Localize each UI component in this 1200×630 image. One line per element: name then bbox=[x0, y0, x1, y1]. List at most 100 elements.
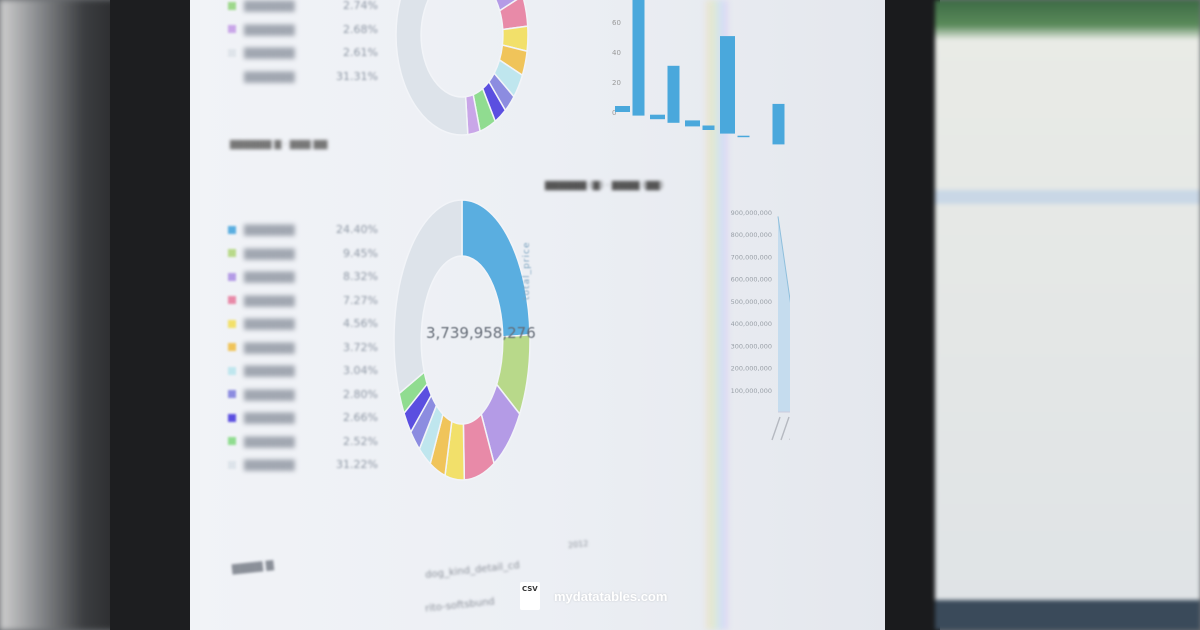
legend-swatch bbox=[228, 72, 236, 80]
y-tick-label: 300,000,000 bbox=[731, 342, 772, 350]
y-tick-label: 600,000,000 bbox=[731, 276, 772, 284]
second-monitor-screen bbox=[935, 0, 1200, 630]
top-donut-legend: ▇▇▇▇▇▇ 2.74% ▇▇▇▇▇▇ 2.68% ▇▇▇▇▇▇ 2.61% ▇▇▇▇▇▇ 3… bbox=[228, 0, 378, 88]
legend-label: ▇▇▇▇▇▇ bbox=[244, 223, 295, 237]
legend-item: ▇▇▇▇▇▇ 2.61% bbox=[228, 41, 378, 65]
donut-slice bbox=[393, 199, 463, 395]
legend-percent: 2.52% bbox=[343, 434, 378, 448]
y-tick-label: 500,000,000 bbox=[731, 298, 772, 306]
legend-item: ▇▇▇▇▇▇ 2.80% bbox=[228, 383, 378, 407]
bar bbox=[772, 103, 785, 145]
legend-label: ▇▇▇▇▇▇ bbox=[244, 46, 295, 60]
monitor-bezel bbox=[110, 0, 200, 630]
y-tick-label: 800,000,000 bbox=[731, 231, 772, 239]
legend-item: ▇▇▇▇▇▇ 31.31% bbox=[228, 65, 378, 89]
watermark-text: mydatatables.com bbox=[554, 588, 668, 604]
legend-percent: 31.31% bbox=[336, 69, 378, 83]
legend-swatch bbox=[228, 1, 236, 10]
legend-swatch bbox=[228, 460, 236, 469]
legend-percent: 31.22% bbox=[336, 458, 378, 472]
legend-swatch bbox=[228, 390, 236, 399]
y-tick-label: 400,000,000 bbox=[731, 320, 772, 328]
legend-item: ▇▇▇▇▇▇ 4.56% bbox=[228, 312, 378, 336]
legend-swatch bbox=[228, 437, 236, 446]
legend-label: ▇▇▇▇▇▇ bbox=[244, 293, 295, 307]
y-tick-label: 100,000,000 bbox=[731, 387, 772, 395]
y-tick-label: 20 bbox=[612, 79, 621, 87]
bar bbox=[650, 114, 665, 120]
legend-label: ▇▇▇▇▇▇ bbox=[244, 387, 295, 401]
legend-label: ▇▇▇▇▇▇ bbox=[244, 69, 295, 83]
bar bbox=[632, 0, 645, 116]
legend-percent: 4.56% bbox=[343, 317, 378, 331]
field-label: dog_kind_detail_cd bbox=[424, 560, 521, 581]
section-title: ▇▇▇▇▇▇ ▇ · ▇▇▇ ▇▇ bbox=[230, 140, 328, 150]
bar bbox=[667, 65, 680, 123]
legend-percent: 2.80% bbox=[343, 387, 378, 401]
legend-percent: 3.04% bbox=[343, 364, 378, 378]
bar bbox=[737, 135, 750, 138]
legend-item: ▇▇▇▇▇▇ 8.32% bbox=[228, 265, 378, 289]
y-tick-label: 900,000,000 bbox=[731, 209, 772, 217]
watermark: CSV mydatatables.com bbox=[520, 582, 667, 610]
legend-label: ▇▇▇▇▇▇ bbox=[244, 0, 295, 13]
legend-item: ▇▇▇▇▇▇ 2.52% bbox=[228, 430, 378, 454]
legend-item: ▇▇▇▇▇▇ 2.68% bbox=[228, 18, 378, 42]
legend-percent: 8.32% bbox=[343, 270, 378, 284]
top-donut-chart bbox=[395, 0, 529, 136]
bottom-label: ▇▇▇▇ ▇ bbox=[231, 559, 275, 576]
y-tick-label: 60 bbox=[612, 19, 621, 27]
y-tick-label: 200,000,000 bbox=[731, 365, 772, 373]
field-value: rito-softsbund bbox=[424, 596, 496, 615]
x-tick-label bbox=[780, 416, 790, 441]
legend-item: ▇▇▇▇▇▇ 24.40% bbox=[228, 218, 378, 242]
legend-percent: 2.74% bbox=[343, 0, 378, 13]
area-chart: 100,000,000 200,000,000 300,000,000 400,000… bbox=[731, 209, 790, 441]
main-donut-legend: ▇▇▇▇▇▇ 24.40% ▇▇▇▇▇▇ 9.45% ▇▇▇▇▇▇ 8.32% ▇▇▇▇▇▇… bbox=[228, 218, 378, 477]
legend-percent: 7.27% bbox=[343, 293, 378, 307]
donut-center-value: 3,739,958,276 bbox=[426, 324, 536, 342]
legend-percent: 3.72% bbox=[343, 340, 378, 354]
legend-swatch bbox=[228, 48, 236, 57]
legend-swatch bbox=[228, 249, 236, 258]
bar bbox=[702, 125, 715, 130]
bar bbox=[615, 106, 630, 112]
legend-item: ▇▇▇▇▇▇ 7.27% bbox=[228, 289, 378, 313]
legend-label: ▇▇▇▇▇▇ bbox=[244, 246, 295, 260]
legend-swatch bbox=[228, 296, 236, 305]
legend-percent: 2.66% bbox=[343, 411, 378, 425]
legend-item: ▇▇▇▇▇▇ 2.66% bbox=[228, 406, 378, 430]
legend-swatch bbox=[228, 343, 236, 352]
donut-slice bbox=[395, 0, 469, 136]
legend-label: ▇▇▇▇▇▇ bbox=[244, 458, 295, 472]
donut-slice bbox=[461, 199, 531, 338]
legend-item: ▇▇▇▇▇▇ 3.72% bbox=[228, 336, 378, 360]
legend-percent: 2.61% bbox=[343, 46, 378, 60]
y-tick-label: 0 bbox=[612, 109, 616, 117]
legend-label: ▇▇▇▇▇▇ bbox=[244, 317, 295, 331]
area-fill bbox=[778, 216, 790, 412]
legend-percent: 9.45% bbox=[343, 246, 378, 260]
csv-file-icon: CSV bbox=[520, 582, 540, 610]
legend-swatch bbox=[228, 25, 236, 34]
legend-swatch bbox=[228, 225, 236, 234]
background-blur bbox=[0, 0, 120, 630]
legend-label: ▇▇▇▇▇▇ bbox=[244, 22, 295, 36]
bar bbox=[720, 36, 735, 134]
monitor-bezel-right bbox=[885, 0, 940, 630]
monitor-screen: ▇▇▇▇▇▇ 2.74% ▇▇▇▇▇▇ 2.68% ▇▇▇▇▇▇ 2.61% ▇▇▇▇▇▇ 3… bbox=[190, 0, 890, 630]
screen-glare bbox=[706, 0, 728, 630]
y-tick-label: 700,000,000 bbox=[731, 253, 772, 261]
bar-chart: 0 20 40 60 bbox=[612, 0, 785, 145]
year-label: 2012 bbox=[567, 538, 589, 551]
main-donut-chart bbox=[393, 199, 531, 481]
legend-label: ▇▇▇▇▇▇ bbox=[244, 270, 295, 284]
legend-swatch bbox=[228, 366, 236, 375]
legend-label: ▇▇▇▇▇▇ bbox=[244, 340, 295, 354]
bar bbox=[685, 120, 700, 127]
line-chart-title: ▇▇▇▇▇▇ (▇) · ▇▇▇▇ (▇▇) bbox=[545, 181, 664, 191]
y-tick-label: 40 bbox=[612, 49, 621, 57]
legend-item: ▇▇▇▇▇▇ 9.45% bbox=[228, 242, 378, 266]
legend-label: ▇▇▇▇▇▇ bbox=[244, 434, 295, 448]
legend-item: ▇▇▇▇▇▇ 31.22% bbox=[228, 453, 378, 477]
